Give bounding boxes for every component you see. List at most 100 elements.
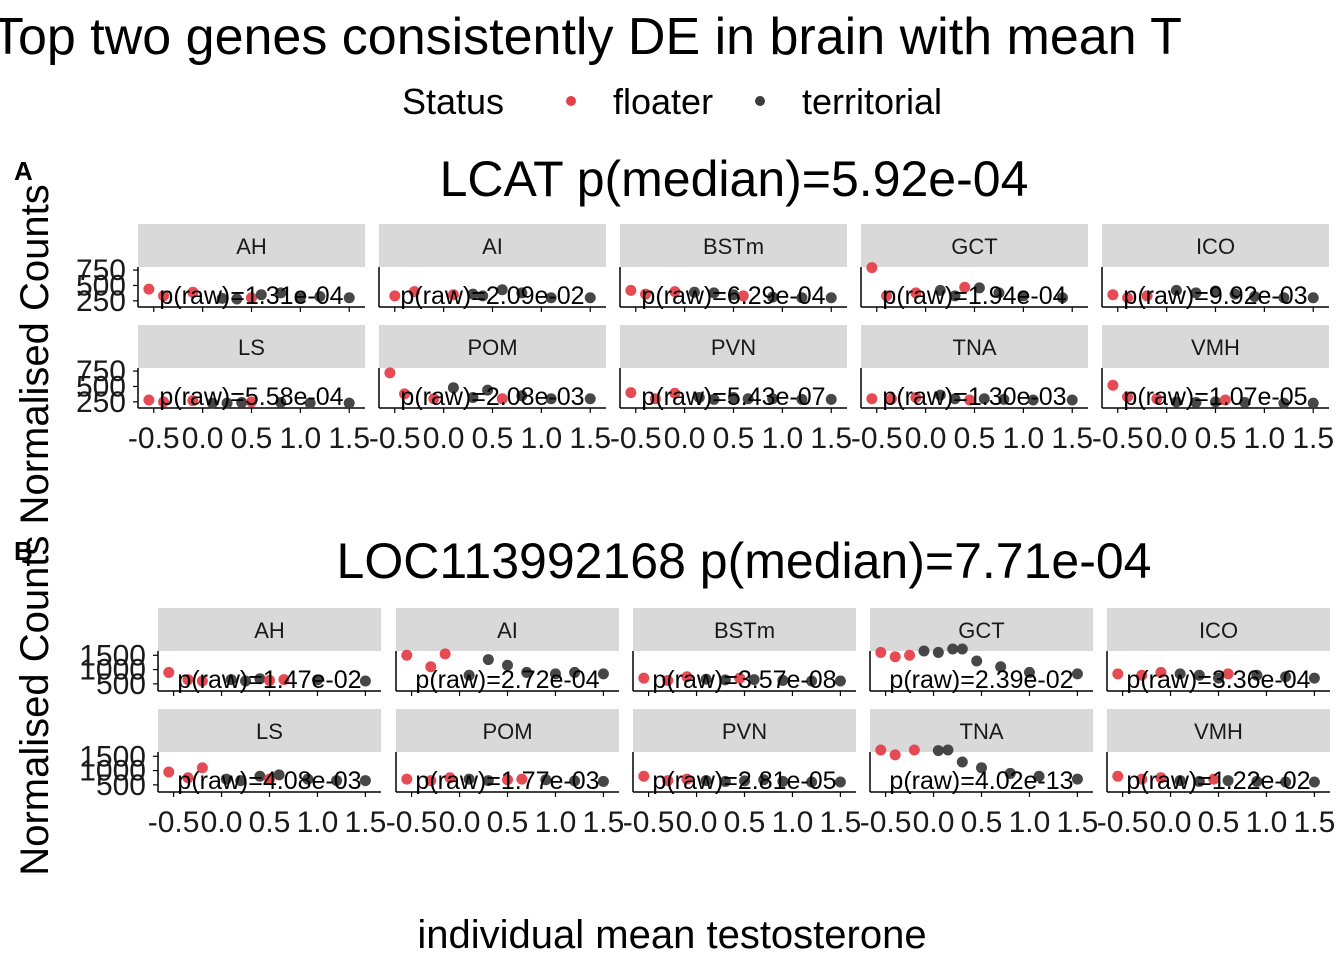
x-tick-label: -0.5 [1097, 806, 1149, 839]
point-floater [399, 388, 411, 400]
point-floater [246, 292, 257, 304]
y-axis-label: Normalised Counts Normalised Counts [13, 184, 57, 875]
point-floater [734, 672, 746, 684]
point-territorial [220, 773, 232, 785]
y-tick-label: 250 [76, 386, 126, 419]
point-floater [669, 387, 681, 399]
facet-strip-label: BSTm [703, 234, 764, 259]
point-territorial [918, 645, 930, 657]
facet-strip-label: LS [256, 719, 283, 744]
point-territorial [516, 390, 528, 402]
point-floater [1112, 770, 1124, 782]
point-territorial [1280, 776, 1292, 788]
point-floater [389, 290, 401, 302]
legend: Status floater territorial [402, 81, 942, 122]
point-territorial [719, 674, 731, 686]
x-tick-label: 1.0 [297, 806, 339, 839]
x-tick-label: 0.5 [954, 422, 996, 455]
point-floater [401, 649, 413, 661]
point-territorial [569, 775, 581, 787]
y-tick-label: 750 [76, 355, 126, 388]
point-territorial [728, 289, 739, 301]
panel-b-title: LOC113992168 p(median)=7.71e-04 [337, 533, 1152, 589]
x-tick-label: 0.5 [1195, 422, 1237, 455]
facet-strip-label: BSTm [714, 618, 775, 643]
x-tick-label: 0.0 [913, 806, 955, 839]
x-tick-label: -0.5 [623, 806, 675, 839]
point-territorial [463, 773, 475, 785]
point-territorial [1193, 669, 1205, 681]
p-raw-label: p(raw)=1.94e-04 [882, 282, 1066, 310]
point-territorial [825, 393, 837, 405]
point-territorial [956, 643, 968, 655]
point-territorial [467, 392, 479, 404]
facet-strip [633, 709, 856, 752]
facet-strip-label: TNA [953, 335, 997, 360]
p-raw-label: p(raw)=1.31e-04 [159, 282, 343, 310]
point-floater [904, 649, 916, 661]
legend-label-floater: floater [613, 81, 713, 122]
point-territorial [942, 744, 954, 756]
point-territorial [331, 775, 343, 787]
point-territorial [275, 287, 287, 299]
x-tick-label: -0.5 [851, 422, 903, 455]
point-territorial [240, 675, 252, 687]
facet-strip-label: GCT [958, 618, 1004, 643]
p-raw-label: p(raw)=5.58e-04 [159, 383, 343, 411]
point-floater [158, 290, 170, 302]
legend-key-territorial [755, 96, 765, 106]
point-territorial [973, 282, 985, 294]
point-territorial [1251, 669, 1263, 681]
point-territorial [1174, 775, 1186, 787]
figure-title: Top two genes consistently DE in brain w… [0, 8, 1182, 66]
point-floater [182, 772, 194, 784]
point-territorial [796, 393, 808, 405]
point-floater [681, 773, 693, 785]
facet-pom: POM -0.5 0.0 0.5 1.0 1.5 p(raw)=1.77e-03 [386, 709, 624, 839]
x-tick-label: 1.0 [762, 422, 804, 455]
legend-label-territorial: territorial [802, 81, 942, 122]
x-tick-label: 0.0 [182, 422, 224, 455]
point-floater [959, 281, 971, 293]
point-floater [1222, 668, 1234, 680]
point-territorial [502, 659, 513, 671]
point-territorial [1210, 396, 1221, 408]
x-tick-label: 1.0 [1009, 806, 1051, 839]
facet-strip-label: ICO [1199, 618, 1238, 643]
y-tick-label: 1000 [79, 654, 146, 687]
point-territorial [231, 293, 243, 305]
point-territorial [998, 393, 1010, 405]
point-territorial [1170, 396, 1182, 408]
point-floater [866, 262, 878, 274]
facet-tna: TNA -0.5 0.0 0.5 1.0 1.5 p(raw)=1.30e-03 [851, 325, 1093, 455]
p-raw-label: p(raw)=5.43e-07 [641, 383, 825, 411]
facet-strip [396, 608, 619, 651]
point-floater [1155, 666, 1167, 678]
point-territorial [1307, 292, 1319, 304]
point-territorial [700, 775, 712, 787]
point-territorial [314, 291, 326, 303]
y-tick-label: 1500 [79, 639, 146, 672]
point-territorial [343, 397, 355, 409]
facet-strip [870, 608, 1093, 651]
y-tick-label: 500 [76, 269, 126, 302]
point-territorial [932, 646, 944, 658]
point-territorial [236, 396, 248, 408]
x-tick-label: 1.5 [1294, 806, 1336, 839]
point-floater [1136, 773, 1148, 785]
point-territorial [1249, 291, 1261, 303]
facet-strip-label: PVN [722, 719, 767, 744]
facet-strip [633, 608, 856, 651]
x-tick-label: 0.0 [423, 422, 465, 455]
point-territorial [482, 654, 494, 666]
x-tick-label: 1.5 [1057, 806, 1099, 839]
point-floater [1112, 668, 1124, 680]
x-tick-label: 0.0 [676, 806, 718, 839]
point-territorial [1210, 285, 1221, 297]
point-floater [187, 395, 199, 407]
point-floater [143, 283, 155, 295]
point-floater [885, 393, 897, 405]
point-territorial [1033, 770, 1045, 782]
facet-strip [1102, 224, 1329, 267]
